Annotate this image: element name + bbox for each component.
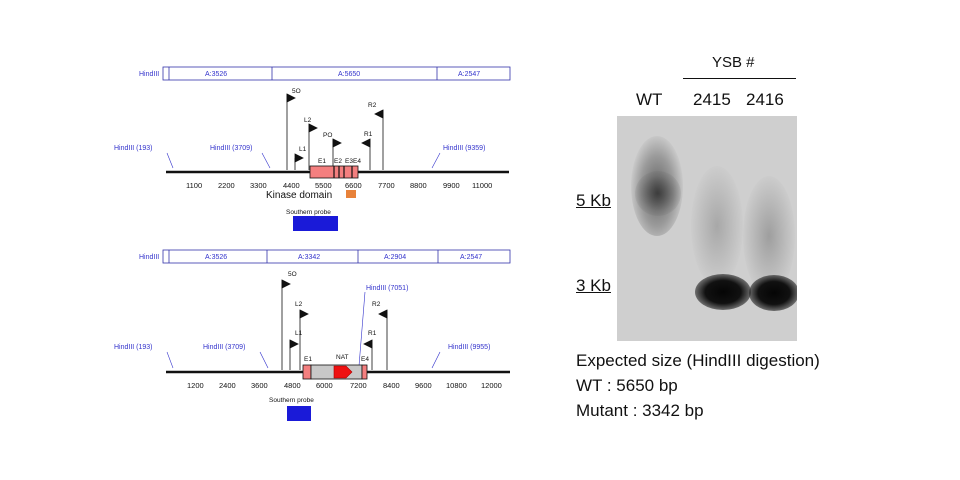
wt-primer-5o: 5O: [292, 88, 301, 95]
marker-5kb: 5 Kb: [576, 191, 611, 210]
caption-title: Expected size (HindIII digestion): [576, 351, 820, 370]
wt-construct: HindIII A:3526 A:5650 A:2547 5O L2 PO R2…: [114, 66, 511, 231]
mut-primer-l1: L1: [295, 330, 303, 337]
wt-tick: 8800: [410, 181, 427, 190]
mut-tick: 6000: [316, 381, 333, 390]
mut-site-7051: HindIII (7051): [366, 285, 408, 292]
wt-primer-po: PO: [323, 132, 332, 139]
wt-fragment-1: A:3526: [205, 71, 227, 78]
nat-label: NAT: [336, 354, 349, 361]
wt-exon-e1: E1: [318, 158, 326, 165]
mut-tick: 2400: [219, 381, 236, 390]
wt-probe-label: Southern probe: [286, 209, 331, 216]
mut-site-9955: HindIII (9955): [448, 344, 490, 351]
wt-primer-r1: R1: [364, 131, 373, 138]
wt-fragment-3: A:2547: [458, 71, 480, 78]
mut-southern-probe: [287, 406, 311, 421]
marker-3kb: 3 Kb: [576, 276, 611, 295]
mut-primer-l2: L2: [295, 301, 303, 308]
mut-site-3709: HindIII (3709): [203, 344, 245, 351]
mut-tick: 7200: [350, 381, 367, 390]
mut-fragment-bar: HindIII A:3526 A:3342 A:2904 A:2547: [139, 249, 511, 264]
lane-label-2415: 2415: [693, 90, 731, 109]
mut-tick: 4800: [284, 381, 301, 390]
mut-primer-r2: R2: [372, 301, 381, 308]
mut-site-193: HindIII (193): [114, 344, 153, 351]
mutant-band-2415: [695, 274, 751, 310]
mut-tick: 8400: [383, 381, 400, 390]
wt-band-core: [635, 171, 681, 216]
mut-tick: 12000: [481, 381, 502, 390]
wt-primer-r2: R2: [368, 102, 377, 109]
wt-fragment-2: A:5650: [338, 71, 360, 78]
mut-tick: 9600: [415, 381, 432, 390]
wt-tick: 11000: [472, 181, 492, 190]
ysb-group-label: YSB #: [712, 54, 755, 71]
mut-probe-label: Southern probe: [269, 397, 314, 404]
mut-exon-e1: E1: [304, 356, 312, 363]
mut-fragment-2: A:3342: [298, 254, 320, 261]
mut-tick: 3600: [251, 381, 268, 390]
wt-exon-e3: E3: [345, 158, 353, 165]
wt-primer-l1: L1: [299, 146, 307, 153]
wt-primer-l2: L2: [304, 117, 312, 124]
mut-fragment-1: A:3526: [205, 254, 227, 261]
lane-label-wt: WT: [636, 90, 663, 109]
nat-marker-arrow: [333, 365, 353, 379]
mut-tick: 10800: [446, 381, 467, 390]
wt-tick: 5500: [315, 181, 332, 190]
wt-site-3709: HindIII (3709): [210, 145, 252, 152]
gene-maps: HindIII A:3526 A:5650 A:2547 5O L2 PO R2…: [114, 66, 511, 421]
mut-tick: 1200: [187, 381, 204, 390]
southern-blot-image: [617, 116, 797, 341]
wt-fragment-enzyme-label: HindIII: [139, 71, 159, 78]
mut-exon-e4: E4: [361, 356, 369, 363]
wt-scale: 1100 2200 3300 4400 5500 6600 7700 8800 …: [186, 181, 492, 190]
wt-tick: 1100: [186, 181, 202, 190]
caption-wt: WT : 5650 bp: [576, 376, 678, 395]
kinase-domain-box: [346, 190, 356, 198]
wt-exon-e4: E4: [353, 158, 361, 165]
wt-tick: 9900: [443, 181, 460, 190]
mut-primer-5o: 5O: [288, 271, 297, 278]
caption-mutant: Mutant : 3342 bp: [576, 401, 704, 420]
mutant-construct: HindIII A:3526 A:3342 A:2904 A:2547 5O L…: [114, 249, 511, 421]
lane2-smear: [691, 166, 743, 286]
mut-fragment-3: A:2904: [384, 254, 406, 261]
ysb-group-line: [683, 78, 796, 79]
wt-tick: 2200: [218, 181, 235, 190]
wt-exon-e2: E2: [334, 158, 342, 165]
wt-tick: 3300: [250, 181, 267, 190]
lane-label-2416: 2416: [746, 90, 784, 109]
wt-site-9359: HindIII (9359): [443, 145, 485, 152]
wt-tick: 6600: [345, 181, 362, 190]
wt-tick: 7700: [378, 181, 395, 190]
mut-scale: 1200 2400 3600 4800 6000 7200 8400 9600 …: [187, 381, 502, 390]
mutant-band-2416: [749, 275, 797, 311]
wt-fragment-bar: HindIII A:3526 A:5650 A:2547: [139, 66, 511, 81]
mut-primer-r1: R1: [368, 330, 377, 337]
wt-site-193: HindIII (193): [114, 145, 153, 152]
wt-southern-probe: [293, 216, 338, 231]
mut-fragment-4: A:2547: [460, 254, 482, 261]
wt-tick: 4400: [283, 181, 300, 190]
mut-fragment-enzyme-label: HindIII: [139, 254, 159, 261]
kinase-domain-label: Kinase domain: [266, 190, 332, 201]
